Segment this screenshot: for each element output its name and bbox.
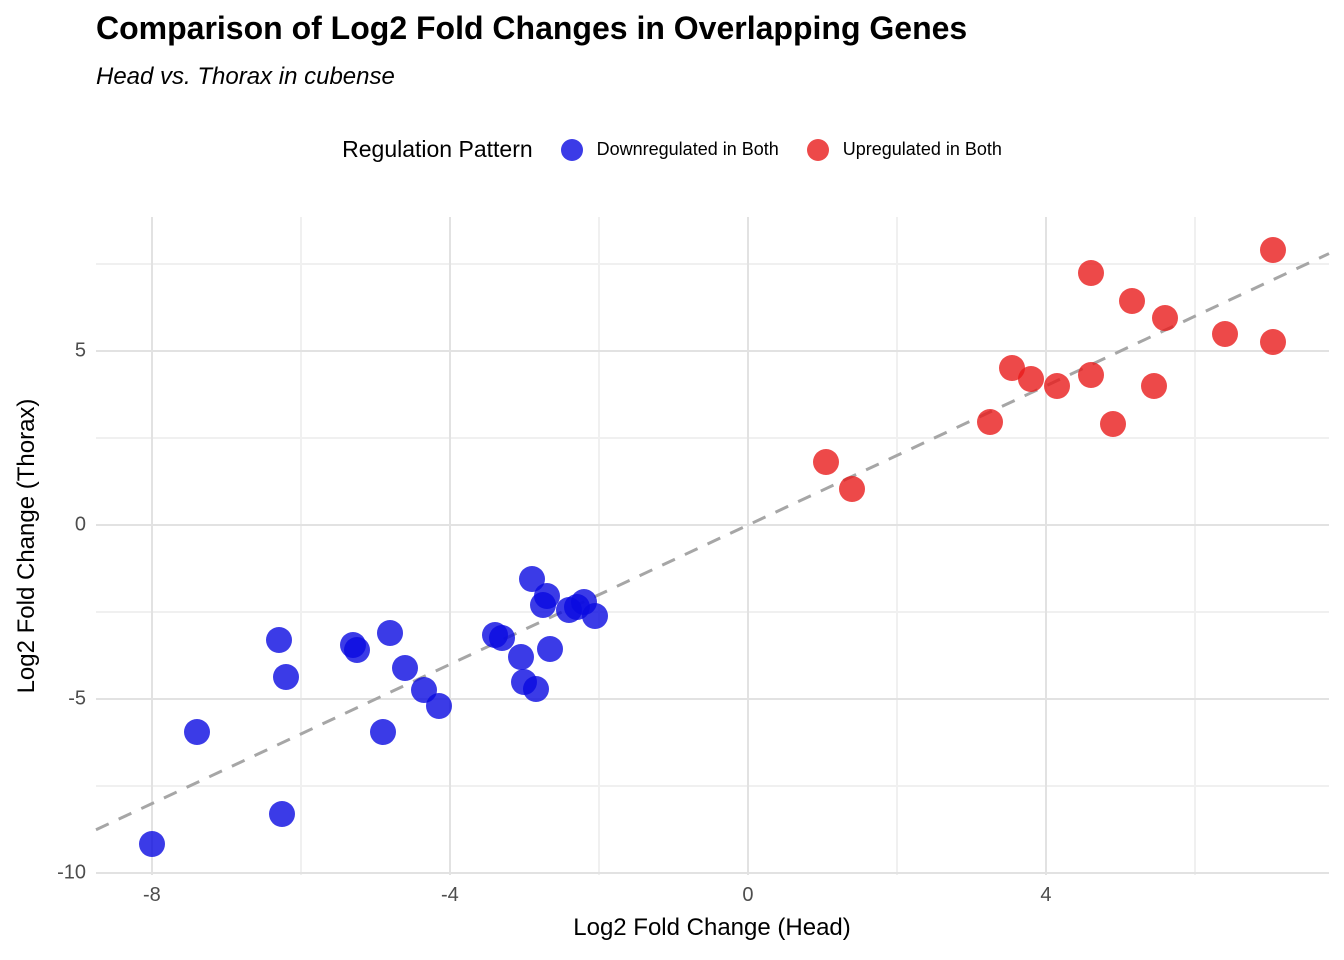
data-point: [265, 627, 292, 653]
gridline-x-minor: [1193, 217, 1196, 875]
data-point: [183, 719, 210, 746]
data-point: [138, 830, 165, 857]
y-tick-label: 5: [74, 339, 86, 362]
data-point: [343, 637, 370, 664]
x-tick-label: -8: [142, 884, 161, 906]
legend-item-upregulated: Upregulated in Both: [806, 138, 1002, 161]
gridline-y-major: [96, 524, 1329, 527]
legend-dot-upregulated-icon: [806, 138, 829, 161]
gridline-y-major: [96, 872, 1329, 875]
gridline-x-major: [150, 217, 153, 875]
legend: Regulation Pattern Downregulated in Both…: [0, 136, 1344, 163]
data-point: [369, 719, 396, 746]
data-point: [1260, 329, 1287, 356]
data-point: [1099, 411, 1126, 438]
data-point: [522, 675, 549, 702]
chart-title: Comparison of Log2 Fold Changes in Overl…: [96, 10, 968, 46]
gridline-y-minor: [96, 263, 1329, 265]
y-tick-label: -5: [68, 687, 86, 710]
data-point: [269, 801, 296, 828]
x-axis-title: Log2 Fold Change (Head): [573, 914, 851, 941]
legend-item-downregulated: Downregulated in Both: [560, 138, 779, 161]
gridline-y-minor: [96, 785, 1329, 788]
y-tick-label: 0: [74, 513, 86, 536]
data-point: [272, 663, 299, 690]
data-point: [839, 475, 866, 502]
data-point: [1017, 365, 1044, 392]
data-point: [1044, 372, 1071, 399]
gridline-y-minor: [96, 611, 1329, 614]
gridline-y-major: [96, 350, 1329, 353]
data-point: [425, 693, 452, 720]
identity-reference-line: [95, 252, 1330, 832]
data-point: [537, 635, 564, 662]
x-tick-label: 4: [1040, 884, 1052, 906]
data-point: [489, 625, 516, 652]
gridline-y-minor: [96, 437, 1329, 440]
y-tick-label: -10: [57, 861, 86, 884]
data-point: [1140, 372, 1167, 399]
y-axis-title: Log2 Fold Change (Thorax): [13, 398, 40, 694]
data-point: [582, 602, 609, 629]
x-tick-label: -4: [440, 884, 459, 906]
data-point: [977, 409, 1004, 436]
chart-subtitle: Head vs. Thorax in cubense: [96, 63, 395, 90]
legend-item-label: Downregulated in Both: [596, 139, 779, 159]
legend-item-label: Upregulated in Both: [842, 139, 1002, 159]
gridline-x-minor: [299, 217, 302, 875]
legend-title: Regulation Pattern: [342, 136, 533, 162]
plot-panel: -8 -4 0 4 5 0 -5 -10: [57, 217, 1330, 906]
data-point: [392, 654, 419, 681]
data-point: [377, 620, 404, 647]
data-point: [533, 583, 560, 610]
data-point: [1211, 320, 1238, 347]
data-point: [1077, 362, 1104, 389]
gridline-y-major: [96, 698, 1329, 701]
gridline-x-major: [1044, 217, 1047, 875]
gridline-x-major: [448, 217, 451, 875]
x-tick-label: 0: [742, 884, 754, 906]
data-point: [1077, 259, 1104, 286]
data-point: [1118, 287, 1145, 314]
legend-dot-downregulated-icon: [560, 138, 583, 161]
gridline-x-minor: [597, 217, 600, 875]
data-point: [1152, 304, 1179, 331]
gridline-x-minor: [895, 217, 898, 875]
gridline-x-major: [746, 217, 749, 875]
data-point: [507, 644, 534, 671]
data-point: [1260, 237, 1287, 264]
data-point: [813, 449, 840, 476]
